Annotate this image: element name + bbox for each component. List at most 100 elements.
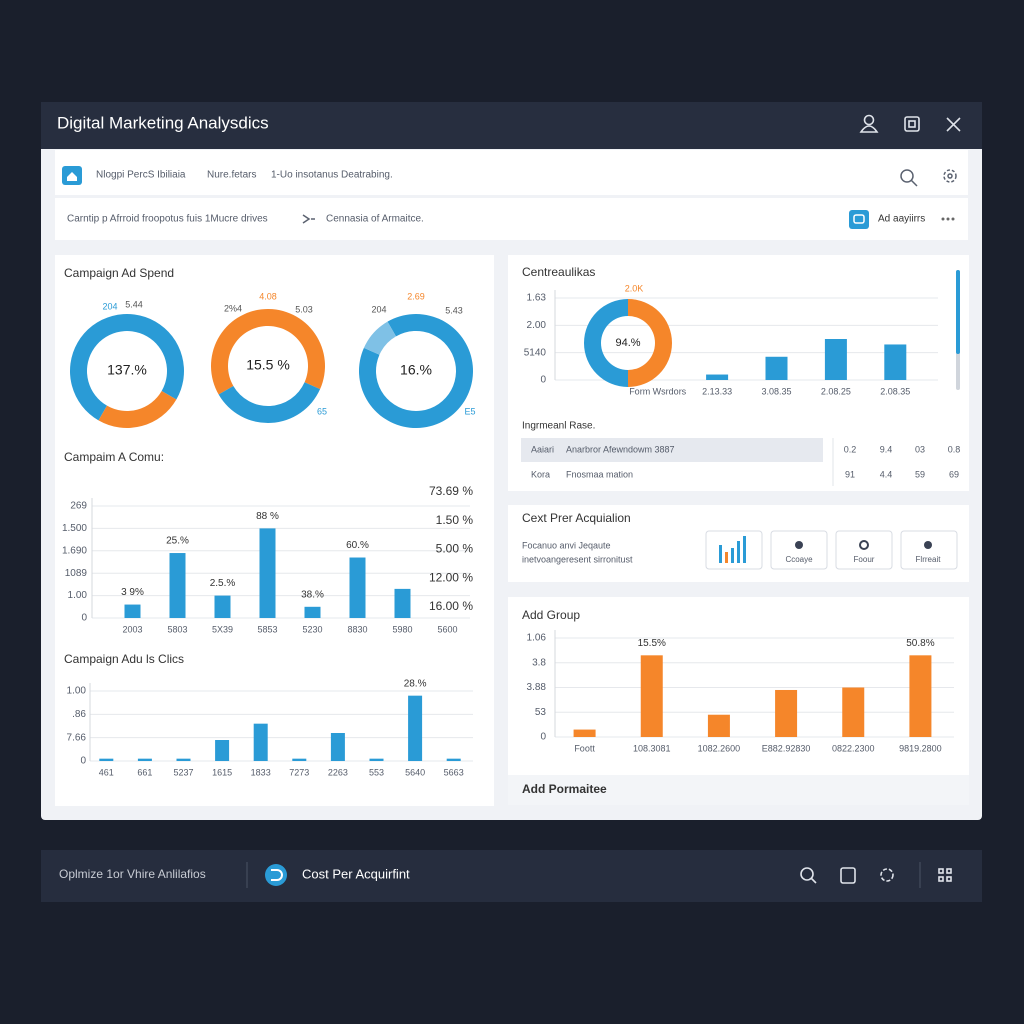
bar	[169, 553, 186, 618]
y-tick-label: 1089	[65, 568, 88, 579]
bar	[214, 595, 231, 618]
donut-label: 2%4	[224, 303, 242, 313]
y-tick-label: 1.00	[68, 590, 88, 601]
donut-label: 204	[371, 304, 386, 314]
bar	[253, 723, 268, 761]
bar	[775, 689, 798, 737]
donut-center: 15.5 %	[246, 357, 290, 373]
x-tick-label: Foott	[574, 743, 595, 753]
search-icon[interactable]	[900, 169, 918, 187]
donut-label: 5.03	[295, 304, 313, 314]
breadcrumb[interactable]: Nure.fetars	[207, 170, 256, 181]
x-tick-label: 5640	[405, 767, 425, 777]
side-label: 16.00 %	[429, 599, 473, 613]
grid-icon[interactable]	[938, 868, 952, 882]
table-cell: 0.8	[948, 444, 961, 454]
cpa-button[interactable]	[770, 530, 828, 570]
button-label: Flrreait	[916, 555, 942, 564]
annotation: 15.5%	[638, 638, 666, 649]
scroll-thumb[interactable]	[956, 270, 960, 354]
bar	[176, 758, 191, 761]
close-icon[interactable]	[946, 117, 961, 132]
share-icon[interactable]	[880, 868, 894, 882]
x-tick-label: 5600	[437, 624, 457, 634]
x-tick-label: 5237	[173, 767, 193, 777]
table-cell: Anarbror Afewndowm 3887	[566, 444, 675, 454]
breadcrumb[interactable]: 1-Uo insotanus Deatrabing.	[271, 170, 393, 181]
bar	[259, 528, 276, 618]
y-tick-label: 2.00	[527, 320, 547, 331]
bar	[349, 557, 366, 618]
ads-link[interactable]: Ad aayiirrs	[878, 214, 925, 225]
donut-center: 94.%	[615, 337, 640, 349]
x-tick-label: 461	[99, 767, 114, 777]
bar	[573, 729, 596, 737]
cpa-text: inetvoangeresent sirronitust	[522, 554, 633, 564]
y-tick-label: 0	[80, 756, 86, 767]
ad-group-card	[508, 597, 969, 805]
y-tick-label: 53	[535, 707, 547, 718]
x-tick-label: 7273	[289, 767, 309, 777]
x-tick-label: 0822.2300	[832, 743, 875, 753]
annotation: 2.5.%	[210, 578, 236, 589]
panel-title: Add Pormaitee	[522, 782, 607, 796]
cpa-icon[interactable]	[265, 864, 287, 886]
table-row-highlight	[521, 438, 823, 462]
annotation: 3 9%	[121, 587, 144, 598]
x-tick-label: 108.3081	[633, 743, 671, 753]
donut-label: 5.44	[125, 299, 143, 309]
x-tick-label: E882.92830	[762, 743, 811, 753]
arrow-icon	[302, 214, 315, 224]
y-tick-label: 0	[81, 613, 87, 624]
y-tick-label: 0	[540, 375, 546, 386]
subbar-text: Cennasia of Armaitce.	[326, 214, 424, 225]
doc-icon[interactable]	[840, 867, 856, 884]
window-icon[interactable]	[904, 116, 920, 132]
annotation: 38.%	[301, 589, 324, 600]
table-cell: 4.4	[880, 469, 893, 479]
x-tick-label: 553	[369, 767, 384, 777]
y-tick-label: 7.66	[67, 732, 87, 743]
cpa-button[interactable]	[900, 530, 958, 570]
bar	[99, 758, 114, 761]
donut-label: 204	[102, 301, 117, 311]
bar	[394, 588, 411, 618]
table-cell: 9.4	[880, 444, 893, 454]
y-tick-label: 269	[70, 501, 87, 512]
y-tick-label: 1.06	[527, 633, 547, 644]
side-label: 12.00 %	[429, 570, 473, 584]
x-tick-label: 1615	[212, 767, 232, 777]
bottom-title[interactable]: Cost Per Acquirfint	[302, 866, 410, 881]
settings-icon[interactable]	[943, 169, 957, 183]
x-tick-label: 1833	[251, 767, 271, 777]
cpa-title: Cext Prer Acquialion	[522, 511, 631, 525]
cpa-glyph	[271, 869, 283, 881]
donut-label: E5	[464, 406, 475, 416]
donut-segment	[70, 314, 185, 421]
user-icon[interactable]	[859, 114, 879, 133]
annotation: 25.%	[166, 536, 189, 547]
ads-icon[interactable]	[849, 210, 869, 229]
donut-label: 4.08	[259, 291, 277, 301]
donut-segment	[584, 299, 628, 387]
x-tick-label: 2003	[122, 624, 142, 634]
bar	[369, 758, 384, 761]
panel-title: Campaim A Comu:	[64, 450, 164, 464]
x-tick-label: 5X39	[212, 624, 233, 634]
y-tick-label: .86	[72, 709, 86, 720]
table-cell: Kora	[531, 469, 550, 479]
search-icon[interactable]	[800, 867, 817, 884]
donut-label: 2.0K	[625, 283, 644, 293]
table-cell: 91	[845, 469, 855, 479]
button-icon	[859, 540, 869, 550]
toolbar	[55, 150, 968, 195]
side-label: 73.69 %	[429, 484, 473, 498]
y-tick-label: 3.88	[527, 682, 547, 693]
breadcrumb[interactable]: Nlogpi PercS Ibiliaia	[96, 170, 186, 181]
donut-label: 5.43	[445, 305, 463, 315]
table-cell: 0.2	[844, 444, 857, 454]
x-tick-label: 2263	[328, 767, 348, 777]
more-icon[interactable]	[941, 217, 955, 221]
chart-glyph	[719, 536, 746, 563]
